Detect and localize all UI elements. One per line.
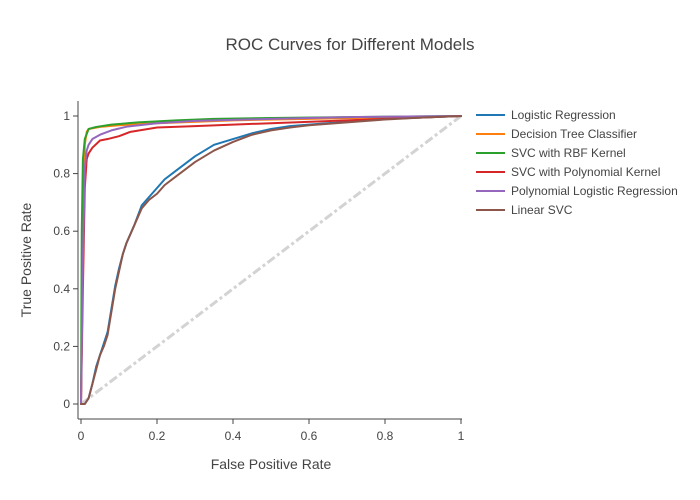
y-tick-label: 0.2 — [53, 339, 70, 353]
x-tick-label: 0.2 — [149, 429, 166, 443]
y-tick-label: 0.6 — [53, 224, 70, 238]
x-tick-label: 0.6 — [301, 429, 318, 443]
x-tick-label: 0 — [78, 429, 85, 443]
x-tick-label: 0.4 — [225, 429, 242, 443]
series-line-polynomial-logistic-regression — [80, 115, 462, 405]
x-tick-label: 0.8 — [377, 429, 394, 443]
legend: Logistic Regression Decision Tree Classif… — [476, 108, 678, 217]
legend-label-svc-with-polynomial-kernel: SVC with Polynomial Kernel — [511, 165, 660, 179]
y-tick-label: 1 — [63, 109, 70, 123]
chart-title: ROC Curves for Different Models — [225, 35, 474, 54]
plot-area — [80, 114, 462, 406]
y-axis-title: True Positive Rate — [18, 202, 34, 317]
axes: 0 0.2 0.4 0.6 0.8 1 0 0.2 0.4 0.6 0.8 1 — [53, 101, 465, 443]
chance-diagonal-line — [80, 114, 462, 406]
legend-label-decision-tree-classifier: Decision Tree Classifier — [511, 127, 637, 141]
x-tick-label: 1 — [458, 429, 465, 443]
y-tick-label: 0 — [63, 397, 70, 411]
legend-label-logistic-regression: Logistic Regression — [511, 108, 616, 122]
y-tick-label: 0.8 — [53, 167, 70, 181]
x-axis-title: False Positive Rate — [211, 456, 332, 472]
legend-label-polynomial-logistic-regression: Polynomial Logistic Regression — [511, 184, 678, 198]
legend-label-svc-with-rbf-kernel: SVC with RBF Kernel — [511, 146, 626, 160]
series-line-linear-svc — [80, 115, 462, 405]
series-line-svc-with-polynomial-kernel — [80, 115, 462, 405]
legend-label-linear-svc: Linear SVC — [511, 203, 573, 217]
y-tick-label: 0.4 — [53, 282, 70, 296]
